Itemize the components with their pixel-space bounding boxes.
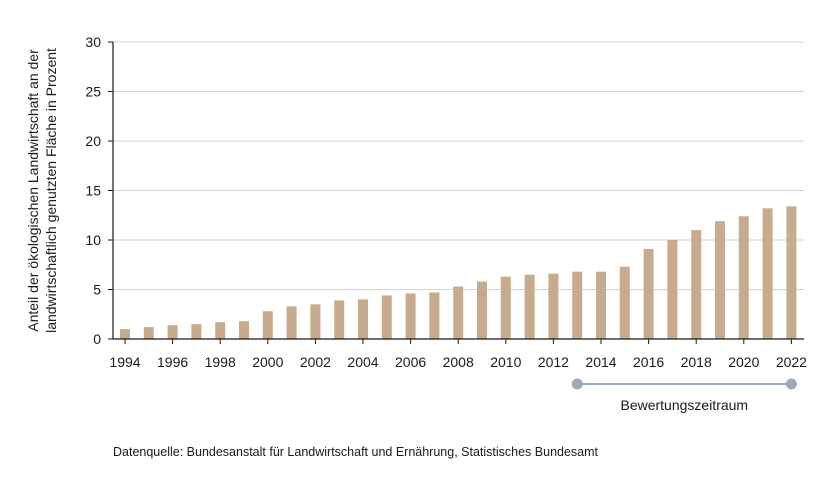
- y-tick-label: 0: [93, 331, 101, 347]
- grid-lines: [113, 41, 804, 290]
- period-end-dot: [785, 378, 797, 390]
- x-tick-label: 2008: [443, 354, 474, 370]
- x-tick-label: 2020: [728, 354, 759, 370]
- bar-2010: [500, 276, 511, 339]
- x-tick-label: 1998: [205, 354, 236, 370]
- bar-2018: [691, 230, 702, 339]
- x-tick-labels: 1994 1996 1998 2000 2002 2004 2006 2008 2010 2012…: [109, 354, 807, 370]
- x-tick-label: 2004: [347, 354, 378, 370]
- bar-2001: [286, 306, 297, 339]
- axes: [108, 41, 804, 344]
- bar-2013: [572, 271, 583, 339]
- x-tick-label: 2016: [633, 354, 664, 370]
- bar-2004: [358, 299, 368, 339]
- bar-2019: [715, 221, 725, 339]
- bar-2003: [334, 300, 345, 339]
- x-tick-label: 2010: [490, 354, 521, 370]
- bar-1995: [143, 327, 154, 339]
- bar-2012: [548, 273, 559, 339]
- bar-2015: [619, 266, 630, 339]
- bar-1999: [239, 321, 249, 339]
- x-tick-label: 2006: [395, 354, 426, 370]
- y-tick-label: 10: [85, 232, 101, 248]
- y-axis-title: Anteil der ökologischen Landwirtschaft a…: [25, 48, 59, 333]
- bar-1994: [120, 329, 130, 339]
- x-tick-label: 1994: [109, 354, 140, 370]
- bar-2008: [453, 286, 464, 339]
- x-tick-label: 1996: [157, 354, 188, 370]
- x-tick-label: 2014: [585, 354, 616, 370]
- y-axis-title-line: landwirtschaftlich genutzten Fläche in P…: [43, 48, 59, 333]
- y-tick-label: 5: [93, 282, 101, 298]
- y-axis-title-line: Anteil der ökologischen Landwirtschaft a…: [25, 49, 41, 332]
- bar-2021: [762, 208, 773, 339]
- evaluation-period-annotation: Bewertungszeitraum: [571, 378, 797, 413]
- bar-2000: [262, 311, 273, 339]
- bar-1997: [191, 324, 202, 339]
- bar-2006: [405, 293, 416, 339]
- y-tick-label: 25: [85, 84, 101, 100]
- y-tick-label: 30: [85, 34, 101, 50]
- x-tick-label: 2002: [300, 354, 331, 370]
- bar-2007: [429, 292, 440, 339]
- bar-2009: [477, 281, 487, 339]
- bar-2011: [524, 274, 535, 339]
- bar-2002: [310, 304, 321, 339]
- bars: [120, 206, 797, 339]
- period-label: Bewertungszeitraum: [620, 397, 748, 413]
- bar-2014: [596, 271, 606, 339]
- y-tick-label: 15: [85, 183, 101, 199]
- period-start-dot: [571, 378, 583, 390]
- bar-1998: [215, 322, 226, 339]
- x-tick-label: 2012: [538, 354, 569, 370]
- x-tick-label: 2022: [776, 354, 807, 370]
- bar-2016: [643, 248, 654, 339]
- x-tick-label: 2018: [681, 354, 712, 370]
- bar-2022: [786, 206, 797, 339]
- x-tick-label: 2000: [252, 354, 283, 370]
- bar-2020: [738, 216, 749, 339]
- bar-2017: [667, 240, 678, 339]
- y-tick-label: 20: [85, 133, 101, 149]
- data-source-note: Datenquelle: Bundesanstalt für Landwirts…: [113, 445, 599, 459]
- bar-1996: [167, 325, 178, 339]
- bar-2005: [381, 295, 392, 339]
- y-tick-labels: 0 5 10 15 20 25 30: [85, 34, 101, 347]
